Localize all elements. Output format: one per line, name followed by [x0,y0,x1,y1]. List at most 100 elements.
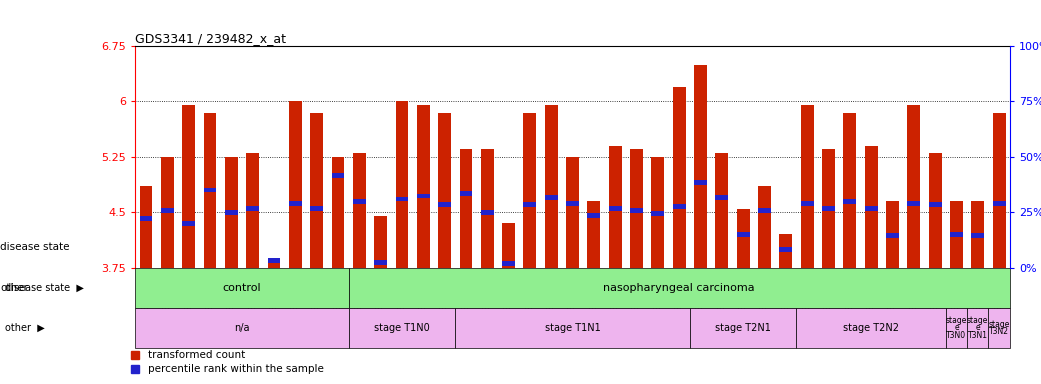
Bar [289,201,302,206]
Text: GDS3341 / 239482_x_at: GDS3341 / 239482_x_at [135,32,286,45]
Bar [438,202,451,207]
Bar [204,188,217,192]
Bar [587,201,601,268]
Text: stage
e
T3N1: stage e T3N1 [967,316,989,341]
Bar [349,308,455,348]
Bar [225,157,237,268]
Bar [587,214,601,218]
Text: stage T1N0: stage T1N0 [374,323,430,333]
Bar [694,65,707,268]
Bar [929,153,941,268]
Bar [609,206,621,211]
Bar [950,201,963,268]
Bar [946,308,967,348]
Bar [268,258,280,263]
Text: disease state: disease state [0,242,70,252]
Bar [950,232,963,237]
Bar [737,209,750,268]
Bar [652,157,664,268]
Bar [139,216,152,220]
Text: other: other [0,283,28,293]
Bar [566,201,579,206]
Bar [135,308,349,348]
Bar [672,87,686,268]
Bar [374,260,387,265]
Bar [353,153,365,268]
Bar [822,149,835,268]
Bar [396,101,408,268]
Bar [481,210,493,215]
Bar [865,146,878,268]
Bar [161,157,174,268]
Bar [929,202,941,207]
Text: stage
e
T3N0: stage e T3N0 [946,316,967,341]
Bar [524,113,536,268]
Text: stage T2N1: stage T2N1 [715,323,771,333]
Bar [182,221,195,226]
Bar [268,260,280,268]
Bar [247,206,259,211]
Text: stage T2N2: stage T2N2 [843,323,899,333]
Bar [690,308,796,348]
Bar [886,233,898,238]
Text: nasopharyngeal carcinoma: nasopharyngeal carcinoma [604,283,755,293]
Bar [843,199,856,204]
Bar [331,157,345,268]
Bar [609,146,621,268]
Bar [161,209,174,213]
Bar [182,105,195,268]
Bar [225,210,237,215]
Bar [289,101,302,268]
Bar [135,268,349,308]
Bar [801,201,814,206]
Bar [971,233,984,238]
Text: disease state  ▶: disease state ▶ [5,283,84,293]
Bar [459,191,473,196]
Bar [865,206,878,211]
Bar [908,105,920,268]
Bar [416,194,430,199]
Text: percentile rank within the sample: percentile rank within the sample [149,364,325,374]
Bar [801,105,814,268]
Text: transformed count: transformed count [149,350,246,360]
Bar [139,186,152,268]
Bar [989,308,1010,348]
Bar [455,308,690,348]
Text: n/a: n/a [234,323,250,333]
Bar [204,113,217,268]
Bar [630,209,643,213]
Bar [694,180,707,185]
Text: stage T1N1: stage T1N1 [544,323,601,333]
Bar [416,105,430,268]
Bar [652,211,664,216]
Bar [971,201,984,268]
Bar [331,173,345,178]
Bar [349,268,1010,308]
Bar [353,199,365,204]
Bar [544,195,558,200]
Bar [630,149,643,268]
Bar [459,149,473,268]
Bar [780,247,792,252]
Bar [967,308,989,348]
Bar [502,223,515,268]
Text: control: control [223,283,261,293]
Bar [438,113,451,268]
Bar [822,206,835,211]
Bar [758,186,771,268]
Bar [524,202,536,207]
Bar [758,209,771,213]
Bar [481,149,493,268]
Bar [672,204,686,209]
Bar [843,113,856,268]
Bar [396,197,408,201]
Bar [247,153,259,268]
Bar [993,113,1006,268]
Text: other  ▶: other ▶ [5,323,45,333]
Bar [993,201,1006,206]
Bar [310,206,323,211]
Text: stage
T3N2: stage T3N2 [988,319,1010,336]
Bar [737,232,750,237]
Bar [715,153,729,268]
Bar [780,234,792,268]
